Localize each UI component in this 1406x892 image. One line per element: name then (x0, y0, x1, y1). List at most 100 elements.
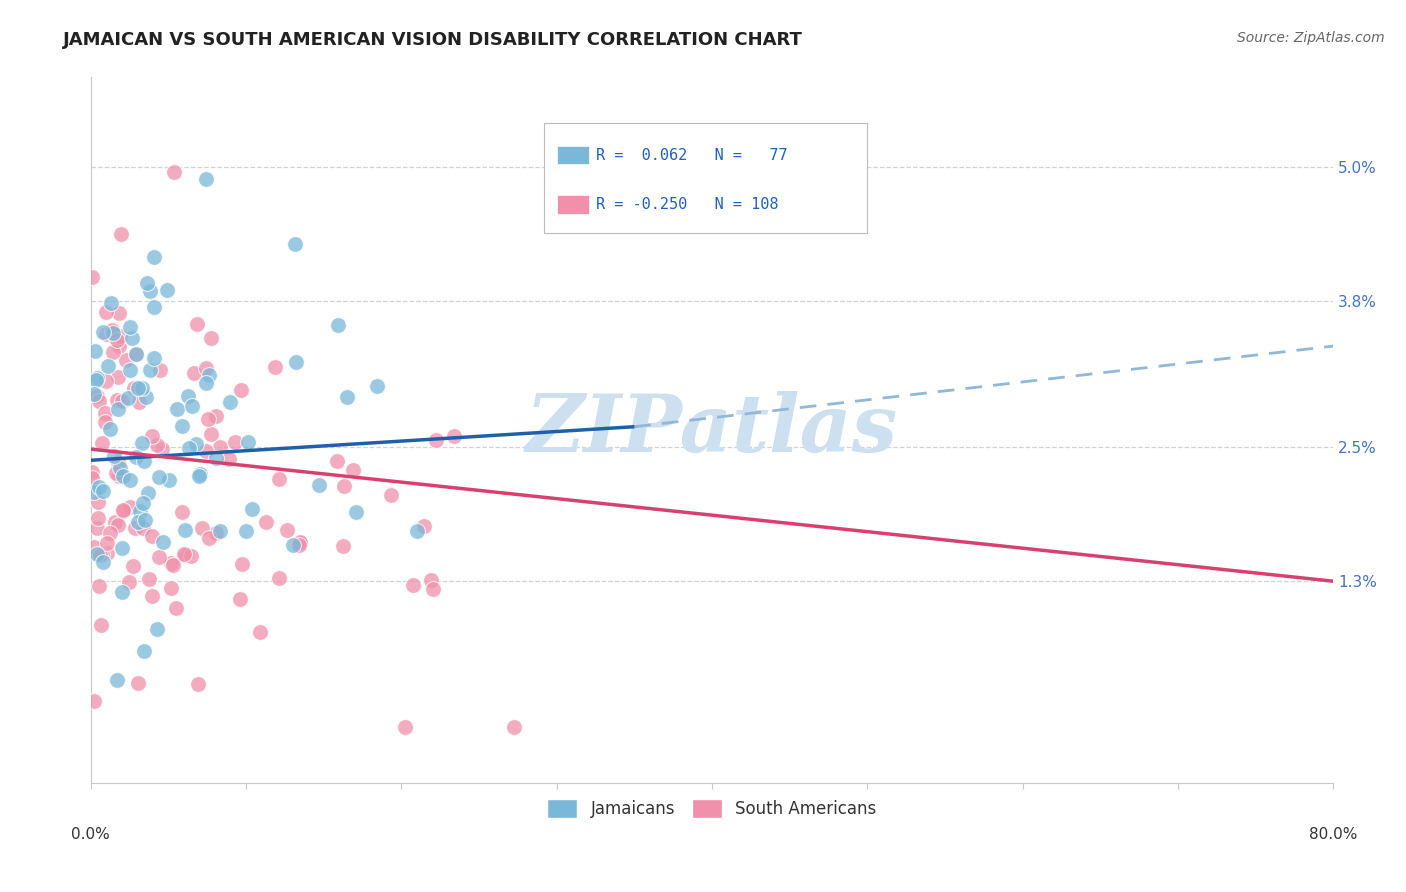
Point (422, 582, 444, 596)
Point (127, 515, 149, 529)
Point (86, 495, 108, 509)
Point (94, 406, 117, 420)
Point (115, 352, 138, 367)
Point (218, 451, 240, 466)
Point (152, 442, 174, 457)
Point (141, 429, 163, 443)
Point (145, 438, 167, 452)
Point (139, 362, 162, 376)
Point (156, 283, 179, 297)
Point (125, 346, 148, 360)
Point (166, 402, 188, 417)
Point (174, 523, 197, 537)
Point (121, 331, 143, 345)
Point (269, 472, 291, 486)
Point (131, 381, 153, 395)
Point (132, 521, 155, 535)
Point (405, 524, 427, 538)
Point (120, 474, 142, 488)
Point (111, 469, 134, 483)
Point (366, 379, 388, 393)
Point (120, 320, 142, 334)
Point (125, 450, 148, 464)
Point (197, 412, 219, 426)
Point (83, 485, 105, 500)
Point (141, 589, 163, 603)
Text: R =  0.062   N =   77: R = 0.062 N = 77 (596, 147, 787, 162)
Point (121, 558, 143, 573)
Text: JAMAICAN VS SOUTH AMERICAN VISION DISABILITY CORRELATION CHART: JAMAICAN VS SOUTH AMERICAN VISION DISABI… (63, 31, 803, 49)
Point (120, 500, 142, 514)
Point (145, 622, 167, 636)
Point (287, 538, 309, 552)
Point (101, 325, 124, 339)
Point (194, 360, 217, 375)
Point (163, 165, 186, 179)
Point (128, 394, 150, 409)
Point (107, 518, 129, 533)
Point (107, 369, 129, 384)
Point (104, 515, 127, 529)
Point (142, 300, 165, 314)
Point (208, 524, 231, 539)
Point (148, 549, 170, 564)
Point (108, 461, 131, 475)
Point (186, 317, 208, 331)
Point (103, 345, 125, 359)
Point (328, 318, 350, 333)
Point (267, 571, 290, 585)
Point (198, 368, 221, 382)
Point (420, 573, 443, 587)
Point (195, 376, 218, 390)
Point (86, 390, 108, 404)
Point (177, 441, 200, 455)
Point (134, 513, 156, 527)
Point (412, 519, 434, 533)
Point (205, 525, 228, 540)
Point (235, 524, 257, 539)
Point (254, 515, 277, 529)
Point (91, 484, 114, 499)
Point (281, 538, 304, 552)
Point (284, 237, 307, 252)
Point (108, 469, 131, 483)
Point (134, 644, 156, 658)
Point (131, 435, 153, 450)
Point (236, 434, 259, 449)
Point (83, 387, 105, 401)
Point (190, 467, 212, 482)
Point (108, 306, 131, 320)
Point (125, 347, 148, 361)
Point (96, 304, 118, 318)
Point (118, 574, 141, 589)
Point (394, 720, 416, 734)
Point (332, 539, 354, 553)
Point (177, 389, 200, 403)
Point (204, 450, 226, 465)
Point (224, 435, 246, 450)
Point (132, 496, 155, 510)
Point (127, 676, 149, 690)
Point (105, 673, 128, 688)
Point (108, 339, 131, 353)
Point (96, 535, 118, 549)
Point (103, 449, 125, 463)
Point (187, 677, 209, 691)
Point (141, 529, 163, 543)
Point (127, 381, 149, 395)
Point (91, 547, 114, 561)
Point (197, 531, 219, 545)
Point (108, 329, 131, 343)
Text: R = -0.250   N = 108: R = -0.250 N = 108 (596, 197, 779, 212)
Point (136, 486, 159, 500)
Point (170, 505, 193, 519)
Point (183, 366, 205, 380)
Point (149, 363, 172, 377)
Point (135, 390, 157, 404)
Point (218, 394, 240, 409)
FancyBboxPatch shape (557, 195, 589, 213)
FancyBboxPatch shape (557, 146, 589, 164)
Point (229, 592, 252, 607)
Point (402, 577, 425, 591)
Point (87, 511, 110, 525)
